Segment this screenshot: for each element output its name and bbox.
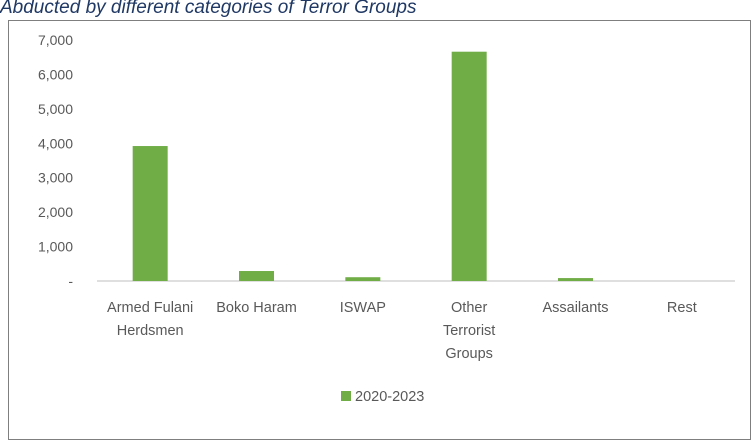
y-tick-label: 2,000 — [38, 204, 73, 220]
x-category-label: Assailants — [542, 300, 608, 316]
x-category-label: ISWAP — [340, 300, 386, 316]
x-category-label-line: Boko Haram — [216, 300, 297, 316]
x-category-label: Boko Haram — [216, 300, 297, 316]
y-tick-label: 3,000 — [38, 170, 73, 186]
x-category-label: Rest — [667, 300, 697, 316]
y-tick-label: - — [68, 273, 73, 289]
x-category-label-line: Rest — [667, 300, 697, 316]
bar — [132, 146, 168, 281]
x-category-label-line: Terrorist — [443, 323, 495, 339]
chart-frame — [8, 20, 751, 440]
chart-caption: Abducted by different categories of Terr… — [0, 0, 417, 18]
x-category-label-line: Armed Fulani — [107, 300, 193, 316]
legend-swatch — [341, 391, 351, 401]
y-tick-label: 1,000 — [38, 239, 73, 255]
x-category-label-line: Assailants — [542, 300, 608, 316]
bar — [451, 51, 487, 281]
y-tick-label: 7,000 — [38, 32, 73, 48]
y-tick-label: 4,000 — [38, 135, 73, 151]
x-category-label-line: Herdsmen — [117, 323, 184, 339]
bar — [558, 278, 593, 281]
legend-label: 2020-2023 — [355, 389, 424, 405]
bar — [345, 277, 381, 281]
x-category-label-line: ISWAP — [340, 300, 386, 316]
x-category-label: Armed Fulani Herdsmen — [107, 300, 193, 339]
x-category-label: Other Terrorist Groups — [443, 300, 495, 362]
bar — [239, 271, 274, 281]
x-category-label-line: Other — [451, 300, 487, 316]
x-category-label-line: Groups — [445, 346, 493, 362]
bar-chart: - 1,000 2,000 3,000 4,000 5,000 6,000 7,000 Arme… — [38, 32, 735, 405]
y-tick-label: 5,000 — [38, 101, 73, 117]
y-tick-label: 6,000 — [38, 66, 73, 82]
